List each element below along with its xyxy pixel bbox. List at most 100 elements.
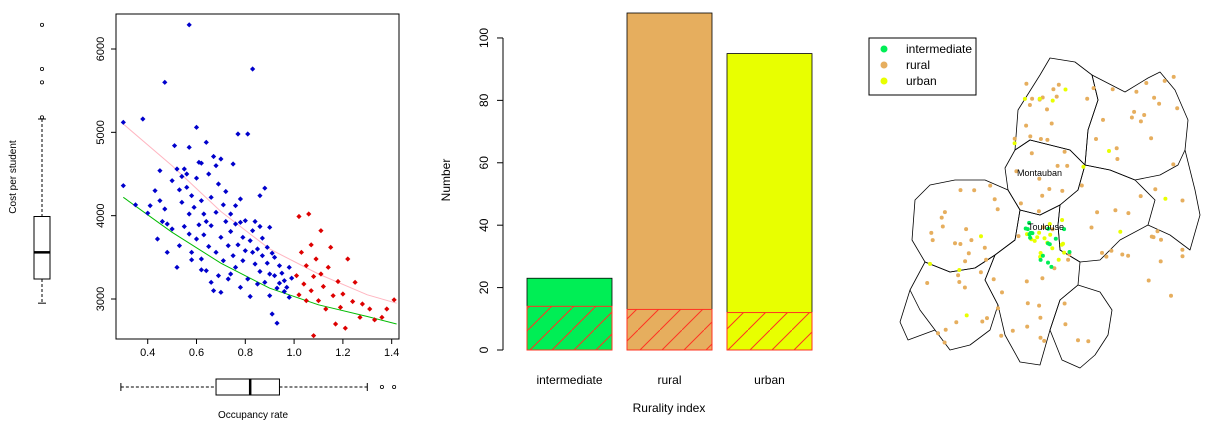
map-west-edge <box>899 289 936 341</box>
map-point-rural <box>1050 227 1055 232</box>
scatter-point <box>237 219 244 225</box>
scatter-point <box>223 188 229 195</box>
scatter-point <box>162 79 168 85</box>
map-point-rural <box>1010 328 1015 333</box>
scatter-point <box>289 275 295 281</box>
scatter-point <box>230 161 236 167</box>
map-point-rural <box>1086 339 1091 344</box>
y-tick-label: 6000 <box>95 37 107 61</box>
map-point-rural <box>942 340 947 345</box>
department-gers <box>911 179 1021 273</box>
scatter-point <box>186 231 192 237</box>
map-point-rural <box>1153 187 1158 192</box>
bar-hatched-intermediate <box>526 305 613 351</box>
map-point-rural <box>1051 87 1056 92</box>
map-point-urban <box>1056 257 1061 262</box>
scatter-point <box>157 168 163 174</box>
map-point-rural <box>1040 193 1045 198</box>
bar-series: intermediate rural urban <box>526 12 813 387</box>
scatter-point <box>201 211 207 217</box>
y-tick-label: 4000 <box>95 203 107 227</box>
map-point-rural <box>1027 103 1032 107</box>
scatter-point <box>215 273 222 279</box>
x-tick-label: 1.0 <box>286 347 301 359</box>
map-point-urban <box>1048 232 1053 237</box>
map-point-rural <box>1042 338 1047 343</box>
scatter-point <box>318 228 324 234</box>
map-point-rural <box>1014 169 1019 174</box>
map-point-rural <box>1018 201 1023 206</box>
map-point-rural <box>991 277 996 282</box>
map-point-rural <box>1045 107 1049 112</box>
scatter-point <box>276 263 283 269</box>
scatter-point <box>257 268 263 275</box>
scatter-point <box>335 278 341 285</box>
map-point-rural <box>1037 303 1042 308</box>
scatter-point <box>240 234 246 240</box>
map-point-urban <box>1163 196 1168 201</box>
map-point-rural <box>966 251 971 256</box>
scatter-point <box>328 244 334 250</box>
map-point-intermediate <box>1046 241 1050 246</box>
scatter-point <box>232 203 239 209</box>
y-box-outlier <box>40 22 45 27</box>
map-point-rural <box>1024 81 1029 86</box>
scatter-point <box>152 188 158 194</box>
map-point-rural <box>943 327 948 332</box>
scatter-point <box>186 22 192 28</box>
scatter-point <box>193 175 200 181</box>
scatter-point <box>262 185 268 191</box>
map-point-rural <box>1028 134 1033 139</box>
map-point-rural <box>1066 257 1071 262</box>
scatter-point <box>250 66 256 72</box>
map-point-rural <box>1056 82 1061 87</box>
map-point-rural <box>1152 95 1157 100</box>
scatter-point <box>245 276 251 282</box>
map-point-rural <box>1000 290 1004 295</box>
scatter-point <box>315 298 322 304</box>
scatter-point <box>257 193 263 199</box>
map-point-rural <box>1149 234 1154 239</box>
scatter-point <box>220 258 226 264</box>
scatter-point <box>350 298 356 305</box>
scatter-point <box>352 279 358 285</box>
map-point-rural <box>1038 335 1043 340</box>
scatter-point <box>247 293 253 300</box>
scatter-point <box>267 224 273 230</box>
map-point-rural <box>1076 338 1080 343</box>
map-point-urban <box>1062 250 1067 255</box>
y-boxplot <box>33 22 51 304</box>
scatter-point <box>262 279 268 285</box>
map-point-rural <box>957 280 962 284</box>
map-point-rural <box>1126 211 1131 216</box>
scatter-point <box>159 218 165 225</box>
scatter-point <box>359 301 366 307</box>
map-point-rural <box>995 207 1000 212</box>
map-point-rural <box>1038 315 1043 320</box>
scatter-point <box>184 171 190 177</box>
scatter-point <box>250 249 256 255</box>
scatter-point <box>201 232 207 238</box>
scatter-point <box>189 257 195 263</box>
scatter-point <box>318 271 324 277</box>
scatter-point <box>179 173 185 180</box>
scatter-point <box>303 263 309 269</box>
map-point-rural <box>1171 162 1176 167</box>
bar-y-label: Number <box>439 159 453 202</box>
scatter-point <box>284 284 290 290</box>
map-point-rural <box>953 241 957 246</box>
map-point-rural <box>985 316 989 321</box>
scatter-point <box>237 284 244 290</box>
scatter-point <box>372 317 378 323</box>
scatter-point <box>218 289 224 295</box>
x-tick-label: 1.4 <box>384 347 399 359</box>
scatter-point <box>308 242 314 248</box>
map-point-intermediate <box>1049 264 1054 269</box>
scatter-point <box>337 304 344 310</box>
legend-label-rural: rural <box>906 58 930 72</box>
map-point-rural <box>1180 254 1185 259</box>
map-point-rural <box>1025 324 1030 329</box>
city-label-toulouse: Toulouse <box>1028 222 1064 232</box>
map-point-rural <box>962 285 967 290</box>
